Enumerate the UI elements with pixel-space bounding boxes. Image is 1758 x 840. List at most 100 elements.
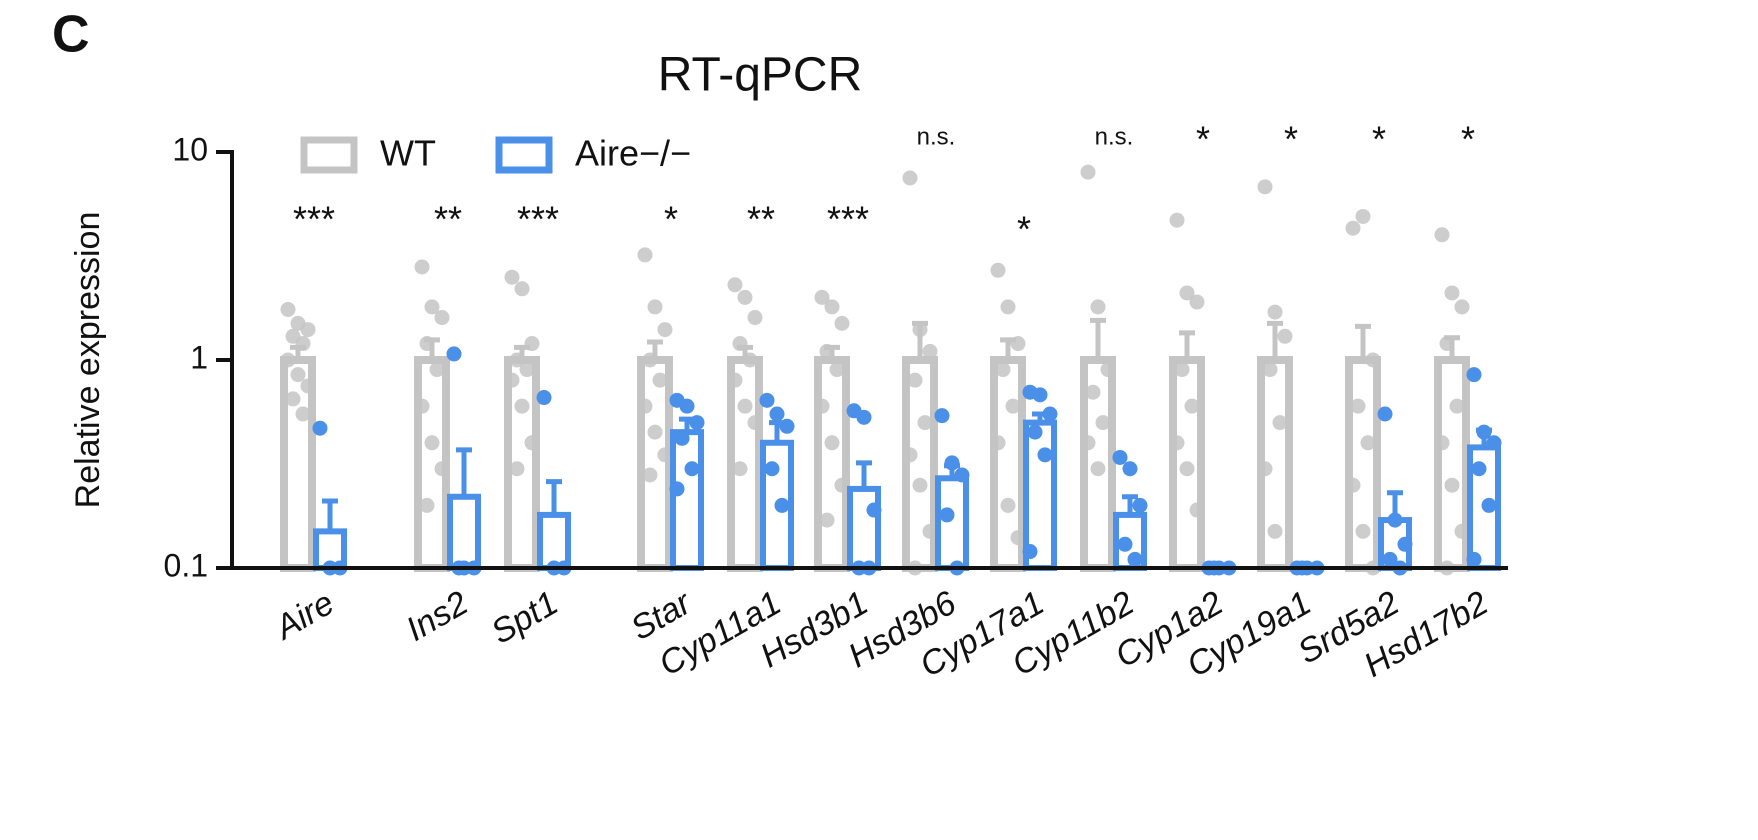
data-point (1174, 362, 1190, 378)
x-tick-label: Ins2 (400, 584, 475, 649)
data-point (514, 281, 530, 297)
data-point (1257, 461, 1273, 477)
data-point (779, 418, 795, 434)
data-point (814, 289, 830, 305)
data-point (1117, 536, 1133, 552)
data-point (647, 299, 663, 315)
data-point (424, 299, 440, 315)
data-point (1090, 461, 1106, 477)
data-point (1267, 304, 1283, 320)
data-point (1355, 208, 1371, 224)
data-point (922, 343, 938, 359)
data-point (824, 435, 840, 451)
data-point (647, 424, 663, 440)
data-point (1042, 406, 1058, 422)
data-point (642, 467, 658, 483)
bar (814, 356, 850, 572)
data-point (1476, 424, 1492, 440)
data-point (1272, 415, 1288, 431)
data-point (657, 322, 673, 338)
data-point (1345, 477, 1361, 493)
data-point (1022, 544, 1038, 560)
data-point (285, 391, 301, 407)
data-point (642, 352, 658, 368)
data-point (819, 343, 835, 359)
data-point (902, 170, 918, 186)
data-point (737, 289, 753, 305)
data-point (509, 352, 525, 368)
data-point (824, 299, 840, 315)
data-point (1257, 179, 1273, 195)
data-point (944, 455, 960, 471)
legend-label: WT (380, 133, 436, 174)
data-point (1027, 424, 1043, 440)
data-point (912, 322, 928, 338)
data-point (747, 310, 763, 326)
data-point (504, 372, 520, 388)
data-point (1444, 477, 1460, 493)
x-tick-label: Aire (267, 584, 340, 648)
data-point (434, 310, 450, 326)
data-point (819, 512, 835, 528)
legend-label: Aire−/− (575, 133, 691, 174)
data-point (1189, 502, 1205, 518)
data-point (1179, 461, 1195, 477)
significance-label: * (664, 199, 678, 240)
data-point (1000, 497, 1016, 513)
data-point (1037, 447, 1053, 463)
data-point (1471, 461, 1487, 477)
legend-swatch (495, 136, 553, 174)
data-point (990, 435, 1006, 451)
data-point (1085, 384, 1101, 400)
bar (637, 356, 673, 572)
data-point (954, 467, 970, 483)
data-point (732, 461, 748, 477)
data-point (1350, 398, 1366, 414)
data-point (524, 336, 540, 352)
data-point (679, 398, 695, 414)
data-point (1454, 523, 1470, 539)
bar (537, 511, 571, 571)
data-point (907, 372, 923, 388)
data-point (1179, 285, 1195, 301)
error-bar (1355, 323, 1371, 360)
data-point (922, 523, 938, 539)
significance-label: n.s. (917, 123, 956, 150)
significance-label: n.s. (1095, 123, 1134, 150)
data-point (1127, 551, 1143, 567)
bar (670, 429, 704, 572)
data-point (1010, 530, 1026, 546)
data-point (446, 346, 462, 362)
data-point (1095, 415, 1111, 431)
y-tick-label: 1 (190, 339, 208, 375)
data-point (280, 301, 296, 317)
significance-label: *** (827, 199, 869, 240)
x-tick-label: Spt1 (485, 584, 565, 652)
data-point (1360, 435, 1376, 451)
y-axis-label: Relative expression (69, 212, 107, 509)
bar (935, 475, 969, 571)
data-point (1032, 387, 1048, 403)
data-point (684, 461, 700, 477)
data-point (300, 378, 316, 394)
data-point (312, 420, 328, 436)
data-point (1132, 497, 1148, 513)
error-bar (1179, 330, 1195, 360)
y-tick-label: 0.1 (164, 547, 208, 583)
bar (847, 485, 881, 572)
data-point (1486, 435, 1502, 451)
data-point (737, 398, 753, 414)
data-point (300, 322, 316, 338)
data-point (747, 415, 763, 431)
data-point (1262, 362, 1278, 378)
data-point (1122, 461, 1138, 477)
data-point (1112, 449, 1128, 465)
data-point (1454, 299, 1470, 315)
data-point (1000, 299, 1016, 315)
data-point (727, 277, 743, 293)
error-bar (856, 460, 872, 489)
data-point (1382, 551, 1398, 567)
data-point (1439, 336, 1455, 352)
data-point (295, 336, 311, 352)
